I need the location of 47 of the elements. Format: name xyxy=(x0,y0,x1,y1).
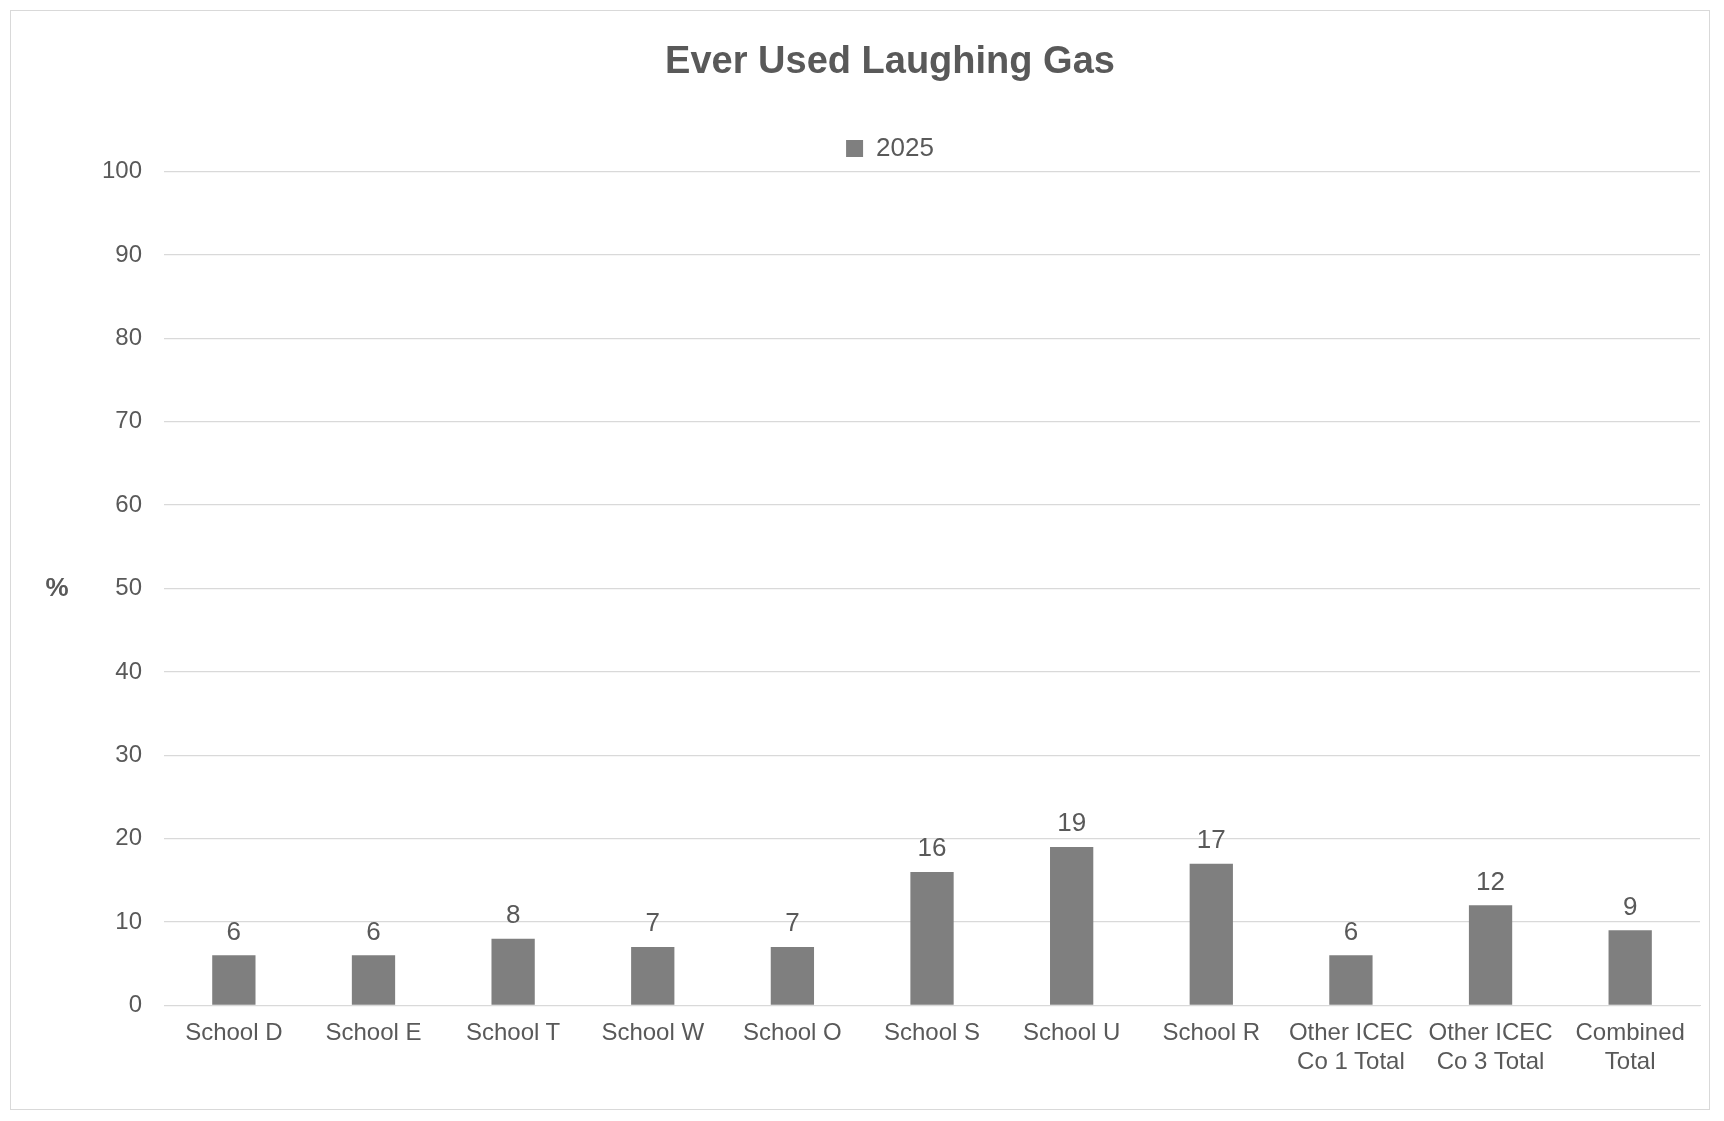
chart-title: Ever Used Laughing Gas xyxy=(665,39,1115,82)
x-tick-label: School S xyxy=(883,1018,981,1046)
bar xyxy=(1329,955,1373,1005)
x-tick-label: Combined Total xyxy=(1575,1018,1685,1075)
data-label: 6 xyxy=(226,915,242,946)
data-label: 7 xyxy=(785,907,800,938)
y-tick-label: 50 xyxy=(115,573,143,601)
y-tick-label: 10 xyxy=(115,906,143,934)
data-label: 9 xyxy=(1622,890,1638,921)
data-label: 16 xyxy=(917,832,947,863)
bar xyxy=(491,938,535,1005)
x-tick-label: School T xyxy=(465,1018,561,1046)
data-label: 17 xyxy=(1196,823,1226,854)
data-label: 7 xyxy=(645,907,660,938)
data-label: 8 xyxy=(505,898,521,929)
x-tick-label: School R xyxy=(1162,1018,1260,1046)
bar xyxy=(1608,930,1652,1005)
y-tick-label: 60 xyxy=(115,489,143,517)
bar xyxy=(212,955,256,1005)
bar xyxy=(1468,905,1513,1005)
bar xyxy=(1189,863,1233,1005)
data-label: 6 xyxy=(1343,915,1359,946)
data-label: 6 xyxy=(366,915,381,946)
bar xyxy=(770,947,815,1005)
y-tick-label: 90 xyxy=(115,239,143,267)
y-tick-label: 40 xyxy=(115,656,143,684)
x-tick-label: Other ICEC Co 3 Total xyxy=(1428,1018,1553,1075)
legend-label: 2025 xyxy=(876,131,934,162)
y-tick-label: 30 xyxy=(115,739,143,767)
y-tick-label: 70 xyxy=(115,406,143,434)
y-axis-title: % xyxy=(45,571,69,602)
x-tick-label: School U xyxy=(1022,1018,1121,1046)
data-label: 12 xyxy=(1476,865,1506,896)
y-tick-label: 100 xyxy=(102,156,143,184)
y-tick-label: 80 xyxy=(115,322,143,350)
bar xyxy=(1050,846,1094,1005)
x-tick-label: School O xyxy=(743,1018,842,1046)
x-tick-label: School E xyxy=(325,1018,422,1046)
bar xyxy=(631,947,675,1005)
data-label: 19 xyxy=(1057,807,1087,838)
bar xyxy=(910,871,954,1005)
y-tick-label: 0 xyxy=(128,990,143,1018)
bar xyxy=(351,955,396,1005)
x-tick-label: Other ICEC Co 1 Total xyxy=(1288,1018,1413,1075)
x-tick-label: School D xyxy=(185,1018,283,1046)
y-tick-label: 20 xyxy=(115,823,143,851)
x-tick-label: School W xyxy=(601,1018,705,1046)
